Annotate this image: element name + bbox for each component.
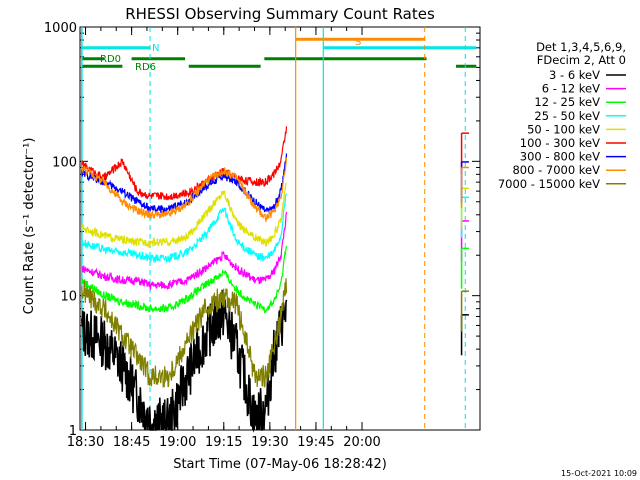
legend: Det 1,3,4,5,6,9,FDecim 2, Att 03 - 6 keV… — [498, 40, 626, 191]
plot-frame — [79, 26, 481, 431]
chart-title: RHESSI Observing Summary Count Rates — [125, 5, 435, 23]
legend-entry: 12 - 25 keV — [534, 95, 600, 109]
plot-area: 1 10 100 1000 18:30 18:45 19:00 19:15 19:30 19:45… — [44, 21, 481, 450]
y-tick-label: 100 — [52, 155, 77, 170]
legend-entry: 300 - 800 keV — [520, 150, 600, 164]
segment-label: S — [355, 37, 361, 48]
y-axis-label: Count Rate (s⁻¹ detector⁻¹) — [22, 138, 37, 315]
x-tick-label: 18:30 — [67, 435, 104, 450]
segment-label: N — [152, 43, 159, 54]
series-line — [81, 211, 288, 291]
segment-label: RD6 — [135, 62, 156, 73]
series-line — [81, 289, 288, 433]
x-tick-label: 20:00 — [343, 435, 380, 450]
legend-entry: 100 - 300 keV — [520, 136, 600, 150]
legend-entry: 800 - 7000 keV — [512, 163, 600, 177]
legend-entry: 6 - 12 keV — [542, 82, 600, 96]
x-tick-label: 19:15 — [205, 435, 242, 450]
x-tick-label: 18:45 — [113, 435, 150, 450]
timestamp: 15-Oct-2021 10:09 — [561, 469, 637, 478]
x-tick-label: 19:30 — [251, 435, 288, 450]
legend-entry: 3 - 6 keV — [549, 68, 600, 82]
y-tick-label: 1000 — [44, 21, 77, 36]
x-tick-label: 19:45 — [297, 435, 334, 450]
segment-label: RD0 — [100, 54, 121, 65]
legend-entry: 25 - 50 keV — [534, 109, 600, 123]
x-axis-label: Start Time (07-May-06 18:28:42) — [173, 457, 387, 472]
series-line — [81, 182, 287, 249]
x-tick-label: 19:00 — [159, 435, 196, 450]
series-line — [81, 157, 288, 224]
y-tick-label: 1 — [69, 424, 77, 439]
y-tick-label: 10 — [60, 290, 77, 305]
legend-header: Det 1,3,4,5,6,9, — [536, 40, 626, 54]
legend-header: FDecim 2, Att 0 — [537, 53, 626, 67]
legend-entry: 7000 - 15000 keV — [498, 177, 600, 191]
series-line — [81, 126, 288, 201]
series-line — [81, 278, 288, 389]
legend-entry: 50 - 100 keV — [527, 122, 600, 136]
series-line — [81, 193, 288, 264]
series-line — [81, 245, 288, 314]
